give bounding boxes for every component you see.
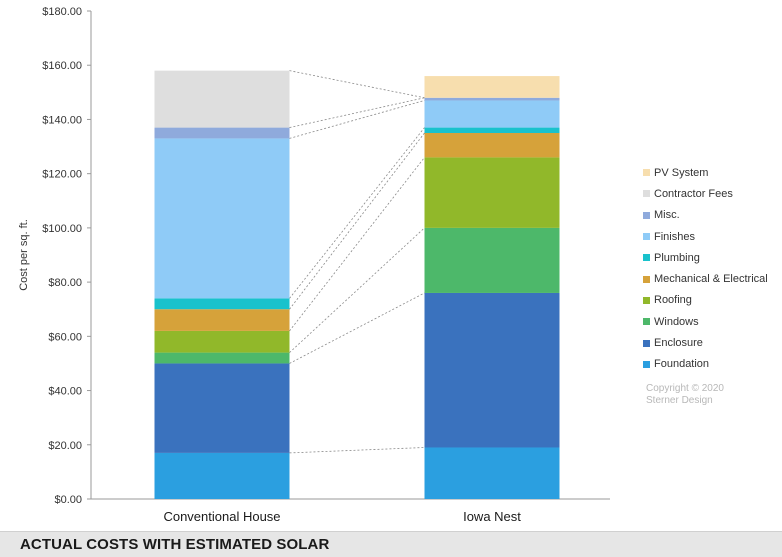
legend-label: Mechanical & Electrical xyxy=(654,273,768,286)
legend-swatch xyxy=(643,275,650,283)
legend-label: PV System xyxy=(654,166,709,179)
legend-swatch xyxy=(643,233,650,241)
legend-label: Plumbing xyxy=(654,251,700,264)
bar-segment-enclosure xyxy=(424,292,560,448)
connector-line xyxy=(289,447,425,454)
x-category-label: Iowa Nest xyxy=(463,509,521,524)
connector-line xyxy=(289,70,425,99)
bar-segment-plumbing xyxy=(154,298,290,310)
bar-segment-roofing xyxy=(424,157,560,228)
bar-segment-enclosure xyxy=(154,363,290,453)
y-tick-label: $20.00 xyxy=(48,440,82,452)
legend-swatch xyxy=(643,190,650,198)
y-tick-label: $140.00 xyxy=(42,114,82,126)
y-tick-label: $80.00 xyxy=(48,277,82,289)
legend-item: Finishes xyxy=(643,226,782,247)
legend-label: Foundation xyxy=(654,358,710,371)
legend-item: Misc. xyxy=(643,205,782,226)
y-tick-label: $0.00 xyxy=(54,494,82,506)
footer-title: ACTUAL COSTS WITH ESTIMATED SOLAR xyxy=(20,536,330,553)
copyright-line-1: Copyright © 2020 xyxy=(646,383,724,394)
connector-line xyxy=(289,97,425,128)
legend-item: PV System xyxy=(643,162,782,183)
legend-swatch xyxy=(643,169,650,177)
legend-label: Finishes xyxy=(654,230,695,243)
y-axis-title: Cost per sq. ft. xyxy=(18,219,30,291)
legend-label: Windows xyxy=(654,315,699,328)
bar-segment-mechanical-electrical xyxy=(154,309,290,331)
bar-segment-mechanical-electrical xyxy=(424,133,560,158)
legend-label: Enclosure xyxy=(654,337,703,350)
bar-segment-contractor-fees xyxy=(154,70,290,128)
y-tick-label: $40.00 xyxy=(48,386,82,398)
y-tick-label: $180.00 xyxy=(42,6,82,18)
bar-segment-finishes xyxy=(424,100,560,128)
legend-item: Foundation xyxy=(643,354,782,375)
bar-segment-windows xyxy=(424,227,560,293)
legend-item: Enclosure xyxy=(643,332,782,353)
y-tick-label: $100.00 xyxy=(42,223,82,235)
connector-line xyxy=(289,292,425,364)
footer-bar: ACTUAL COSTS WITH ESTIMATED SOLAR xyxy=(0,531,782,557)
bar-segment-misc xyxy=(154,127,290,139)
copyright-line-2: Sterner Design xyxy=(646,395,713,406)
legend-item: Roofing xyxy=(643,290,782,311)
legend-item: Mechanical & Electrical xyxy=(643,268,782,289)
legend-item: Contractor Fees xyxy=(643,183,782,204)
chart-legend: PV System Contractor Fees Misc. Finishes Plu… xyxy=(643,162,782,375)
legend-swatch xyxy=(643,254,650,262)
x-category-label: Conventional House xyxy=(163,509,280,524)
copyright-note: Copyright © 2020 Sterner Design xyxy=(646,383,724,407)
legend-swatch xyxy=(643,339,650,347)
y-tick-label: $120.00 xyxy=(42,169,82,181)
bar-segment-misc xyxy=(424,97,560,101)
bar-segment-roofing xyxy=(154,330,290,353)
y-tick-label: $60.00 xyxy=(48,331,82,343)
chart-area: $0.00 $20.00 $40.00 $60.00 $80.00 $100.00 $120… xyxy=(18,6,610,524)
bar-segment-pv-system xyxy=(424,76,560,98)
bar-segment-finishes xyxy=(154,138,290,299)
legend-swatch xyxy=(643,360,650,368)
stacked-bar-chart: $0.00 $20.00 $40.00 $60.00 $80.00 $100.00 $120… xyxy=(18,6,610,524)
legend-item: Plumbing xyxy=(643,247,782,268)
bar-segment-plumbing xyxy=(424,127,560,133)
y-tick-label: $160.00 xyxy=(42,60,82,72)
legend-swatch xyxy=(643,296,650,304)
legend-swatch xyxy=(643,318,650,326)
segment-connectors xyxy=(289,70,425,454)
connector-line xyxy=(289,227,425,353)
legend-label: Roofing xyxy=(654,294,692,307)
connector-line xyxy=(289,157,425,332)
bar-segment-windows xyxy=(154,352,290,364)
legend-item: Windows xyxy=(643,311,782,332)
connector-line xyxy=(289,100,425,139)
legend-swatch xyxy=(643,211,650,219)
bar-segment-foundation xyxy=(154,452,290,499)
legend-label: Misc. xyxy=(654,209,680,222)
legend-label: Contractor Fees xyxy=(654,187,733,200)
bar-segment-foundation xyxy=(424,447,560,499)
connector-line xyxy=(289,127,425,299)
connector-line xyxy=(289,132,425,310)
